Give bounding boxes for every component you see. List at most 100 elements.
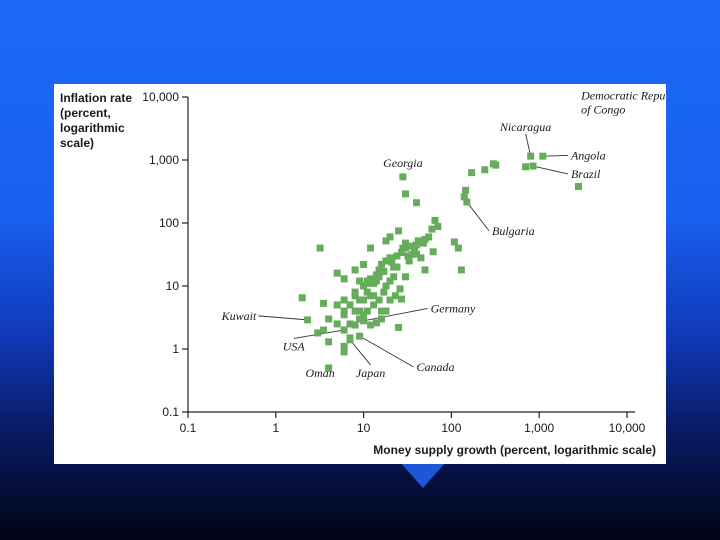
data-point bbox=[378, 315, 386, 323]
data-point bbox=[378, 307, 386, 315]
annotation-label: Brazil bbox=[571, 167, 601, 181]
data-point bbox=[405, 257, 413, 265]
annotation-label: USA bbox=[283, 339, 306, 353]
ticks: 0.1 1 10 100 1,000 10,000 0.1 1 10 100 1,000 10,000 bbox=[142, 90, 645, 435]
data-point bbox=[428, 225, 436, 233]
data-point bbox=[340, 296, 348, 304]
y-tick-label: 10 bbox=[166, 279, 180, 293]
y-axis-title: Inflation rate (percent, logarithmic scale) bbox=[60, 91, 132, 150]
annotation-label: Democratic Republicof Congo bbox=[580, 88, 666, 116]
data-point bbox=[481, 166, 489, 174]
data-point bbox=[386, 254, 394, 262]
data-point bbox=[522, 163, 530, 171]
data-point bbox=[401, 273, 409, 281]
data-point bbox=[454, 244, 462, 252]
annotation-label: Oman bbox=[305, 366, 334, 380]
data-point bbox=[367, 244, 375, 252]
data-point bbox=[325, 364, 333, 372]
data-point bbox=[356, 296, 364, 304]
x-tick-label: 0.1 bbox=[180, 421, 197, 435]
data-point bbox=[463, 198, 471, 206]
annotation-label: Canada bbox=[416, 360, 454, 374]
data-point bbox=[401, 190, 409, 198]
data-point bbox=[340, 307, 348, 315]
data-point bbox=[346, 334, 354, 342]
data-point bbox=[351, 321, 359, 329]
data-point bbox=[316, 244, 324, 252]
data-point bbox=[360, 311, 368, 319]
data-point bbox=[356, 307, 364, 315]
data-point bbox=[340, 348, 348, 356]
data-point bbox=[396, 285, 404, 293]
data-point bbox=[320, 299, 328, 307]
data-point bbox=[399, 173, 407, 181]
data-point bbox=[340, 342, 348, 350]
data-point bbox=[397, 249, 405, 257]
data-point bbox=[320, 326, 328, 334]
y-tick-label: 10,000 bbox=[142, 90, 179, 104]
y-tick-label: 1,000 bbox=[149, 153, 179, 167]
x-axis-title: Money supply growth (percent, logarithmi… bbox=[373, 443, 656, 457]
data-point bbox=[395, 323, 403, 331]
y-tick-label: 1 bbox=[172, 342, 179, 356]
annotation-label: Angola bbox=[570, 148, 606, 162]
data-point bbox=[340, 275, 348, 283]
data-point bbox=[370, 301, 378, 309]
x-tick-label: 10,000 bbox=[609, 421, 646, 435]
data-point bbox=[304, 316, 312, 324]
annotation-leader-line bbox=[542, 155, 568, 157]
y-axis-title-line: logarithmic bbox=[60, 121, 125, 135]
data-point bbox=[367, 275, 375, 283]
data-point bbox=[393, 263, 401, 271]
data-point bbox=[375, 296, 383, 304]
data-point bbox=[346, 320, 354, 328]
data-point bbox=[429, 248, 437, 256]
data-point bbox=[574, 182, 582, 190]
y-axis-title-line: Inflation rate bbox=[60, 91, 132, 105]
y-tick-label: 0.1 bbox=[162, 405, 179, 419]
data-points bbox=[298, 152, 582, 372]
data-point bbox=[380, 288, 388, 296]
data-point bbox=[382, 282, 390, 290]
data-point bbox=[382, 257, 390, 265]
data-point bbox=[356, 315, 364, 323]
data-point bbox=[401, 239, 409, 247]
data-point bbox=[363, 307, 371, 315]
data-point bbox=[367, 292, 375, 300]
data-point bbox=[411, 247, 419, 255]
annotation-label: Bulgaria bbox=[492, 224, 535, 238]
data-point bbox=[390, 273, 398, 281]
data-point bbox=[421, 235, 429, 243]
data-point bbox=[460, 193, 468, 201]
data-point bbox=[382, 307, 390, 315]
data-point bbox=[351, 307, 359, 315]
data-point bbox=[450, 238, 458, 246]
data-point bbox=[340, 311, 348, 319]
annotation-leader-line bbox=[258, 315, 308, 321]
data-point bbox=[360, 296, 368, 304]
data-point bbox=[351, 288, 359, 296]
data-point bbox=[380, 267, 388, 275]
x-tick-label: 1,000 bbox=[524, 421, 554, 435]
chart-panel: 0.1 1 10 100 1,000 10,000 0.1 1 10 100 1,000 10,000… bbox=[54, 84, 666, 464]
data-point bbox=[417, 237, 425, 245]
data-point bbox=[340, 326, 348, 334]
annotation-leader-line bbox=[466, 201, 490, 232]
data-point bbox=[412, 241, 420, 249]
annotation-label: Georgia bbox=[383, 156, 423, 170]
data-point bbox=[351, 266, 359, 274]
data-point bbox=[360, 282, 368, 290]
data-point bbox=[386, 296, 394, 304]
data-point bbox=[346, 301, 354, 309]
y-axis-title-line: (percent, bbox=[60, 106, 111, 120]
data-point bbox=[372, 271, 380, 279]
data-point bbox=[298, 294, 306, 302]
data-point bbox=[333, 320, 341, 328]
data-point bbox=[407, 242, 415, 250]
scatter-chart: 0.1 1 10 100 1,000 10,000 0.1 1 10 100 1,000 10,000… bbox=[60, 88, 666, 457]
data-point bbox=[468, 169, 476, 177]
axes bbox=[187, 97, 635, 413]
data-point bbox=[393, 252, 401, 260]
data-point bbox=[391, 292, 399, 300]
data-point bbox=[378, 260, 386, 268]
